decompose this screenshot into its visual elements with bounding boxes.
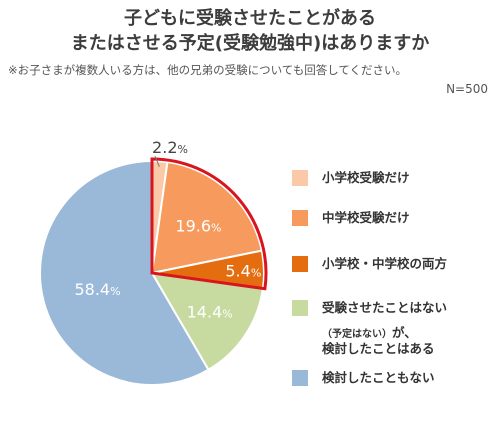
legend-swatch bbox=[292, 170, 308, 186]
highlight-outline bbox=[150, 157, 268, 291]
legend-label: 検討したこともない bbox=[322, 370, 435, 385]
legend-label: 小学校・中学校の両方 bbox=[322, 256, 448, 271]
legend-swatch bbox=[292, 370, 308, 386]
leader-line bbox=[154, 155, 160, 168]
chart-title-line1: 子どもに受験させたことがある bbox=[124, 8, 376, 29]
legend-swatch bbox=[292, 300, 308, 316]
legend-sub-note: （予定はない） bbox=[322, 329, 392, 340]
chart-note: ※お子さまが複数人いる方は、他の兄弟の受験についても回答してください。 bbox=[8, 63, 408, 77]
legend-label-line3: 検討したことはある bbox=[322, 341, 435, 356]
slice-considered bbox=[150, 271, 265, 372]
sample-size: N=500 bbox=[446, 82, 488, 96]
value-label-not-considered: 58.4% bbox=[74, 280, 120, 299]
legend-sub-suffix: が、 bbox=[392, 325, 417, 340]
legend-sub-label: （予定はない）が、 bbox=[322, 322, 417, 341]
value-label-junior-high-only: 19.6% bbox=[175, 217, 221, 236]
value-label-considered: 14.4% bbox=[187, 303, 233, 322]
slice-junior-high-only bbox=[150, 160, 263, 275]
legend-label: 受験させたことはない bbox=[322, 300, 448, 315]
legend-swatch bbox=[292, 210, 308, 226]
chart-title-line2: またはさせる予定(受験勉強中)はありますか bbox=[70, 33, 430, 54]
slice-not-considered bbox=[39, 159, 210, 386]
value-label-elementary-only: 2.2% bbox=[152, 138, 188, 157]
legend-label: 小学校受験だけ bbox=[322, 170, 410, 185]
legend-label: 中学校受験だけ bbox=[322, 210, 410, 225]
value-label-both: 5.4% bbox=[225, 261, 261, 280]
legend-swatch bbox=[292, 256, 308, 272]
